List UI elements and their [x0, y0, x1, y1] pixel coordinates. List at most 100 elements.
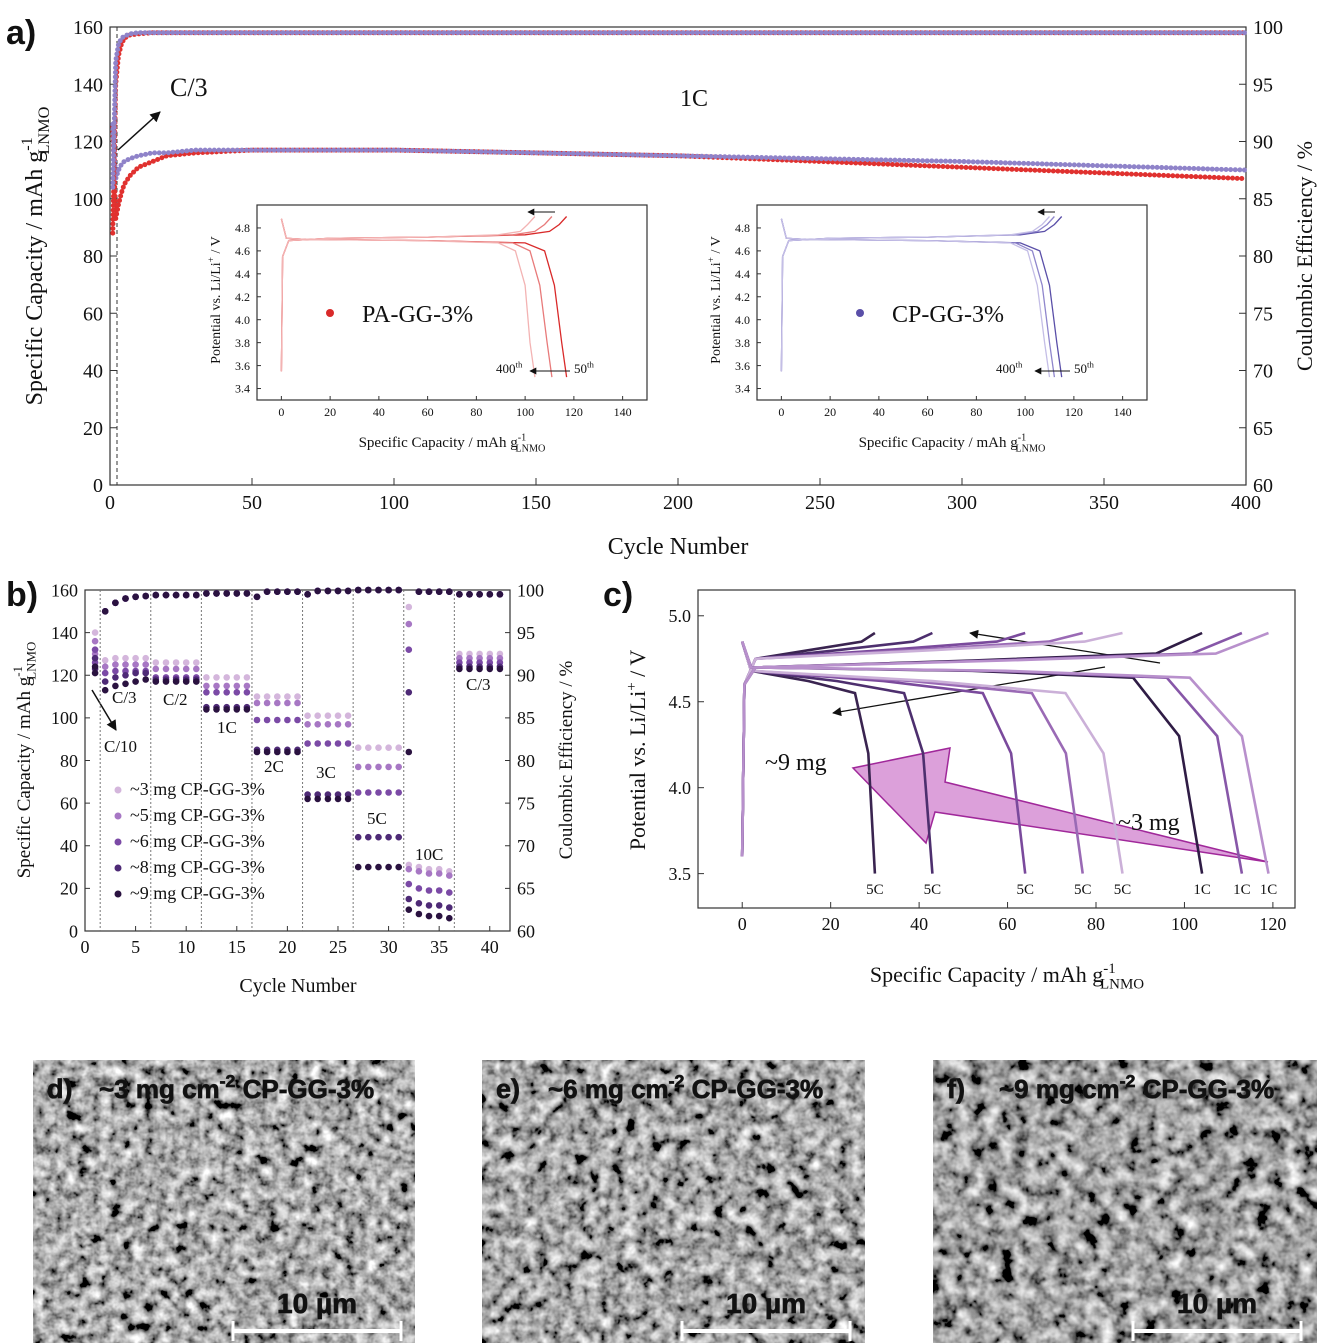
- capacity-point: [354, 833, 362, 841]
- y-tick-label: 3.6: [735, 359, 750, 373]
- capacity-point: [274, 716, 281, 724]
- capacity-point: [324, 795, 332, 803]
- curve-label: 1C: [1260, 882, 1278, 898]
- annotation: C/10: [104, 737, 137, 756]
- image-caption-text: ~3 mg cm: [99, 1074, 220, 1104]
- annotation: 2C: [264, 757, 284, 776]
- legend-label: PA-GG-3%: [362, 302, 473, 328]
- chart: 0 20 40 60 80 100 120 140 3.4 3.6 3.8 4.0 4.2 4.4 4.6 4…: [207, 204, 648, 455]
- y-tick-label: 140: [73, 74, 103, 96]
- efficiency-point: [91, 646, 99, 653]
- efficiency-point: [122, 595, 129, 602]
- capacity-point: [213, 689, 220, 696]
- capacity-point: [162, 678, 170, 685]
- x-axis-label: Cycle Number: [608, 534, 749, 560]
- capacity-point: [152, 678, 160, 685]
- panel-label: c): [603, 576, 633, 614]
- efficiency-point: [223, 590, 230, 597]
- efficiency-point: [193, 591, 200, 599]
- image-caption: ~6 mg cm-2 CP-GG-3%: [548, 1071, 823, 1104]
- legend-label: ~5 mg CP-GG-3%: [130, 805, 265, 825]
- x-tick-label: 0: [278, 405, 284, 419]
- y-tick-label: 40: [60, 836, 78, 856]
- capacity-point: [375, 763, 382, 771]
- capacity-point: [395, 744, 403, 751]
- y-tick-label: 4.8: [235, 221, 250, 235]
- capacity-point: [466, 665, 473, 673]
- efficiency-point: [365, 586, 372, 594]
- capacity-point: [274, 699, 281, 707]
- series-line: [780, 216, 1051, 378]
- efficiency-point: [314, 587, 322, 595]
- annotation: C/3: [112, 688, 137, 707]
- panel-label: b): [6, 576, 38, 614]
- y2-tick-label: 75: [1253, 303, 1273, 325]
- efficiency-point: [91, 629, 99, 636]
- capacity-point: [294, 693, 301, 700]
- capacity-point: [182, 659, 190, 666]
- efficiency-point: [405, 603, 413, 611]
- y-tick-label: 4.4: [235, 267, 250, 281]
- x-tick-label: 10: [177, 937, 195, 957]
- efficiency-point: [274, 588, 281, 595]
- capacity-point: [344, 740, 352, 747]
- capacity-point: [425, 902, 433, 909]
- annotation: 400th: [996, 360, 1023, 377]
- capacity-point: [132, 654, 139, 662]
- capacity-point: [375, 833, 382, 841]
- sem-image: e) ~6 mg cm-2 CP-GG-3% 10 µm: [482, 1060, 865, 1343]
- capacity-point: [314, 712, 322, 719]
- capacity-point: [182, 678, 190, 685]
- y-axis-label: Potential vs. Li/Li+ / V: [624, 650, 650, 851]
- annotation: ~9 mg: [765, 750, 827, 776]
- capacity-point: [253, 748, 261, 756]
- y2-tick-label: 65: [517, 879, 535, 899]
- x-axis-label-text: Specific Capacity / mAh g: [359, 435, 519, 451]
- y-tick-label: 160: [73, 17, 103, 39]
- capacity-point: [435, 902, 443, 909]
- y-tick-label: 4.6: [235, 244, 250, 258]
- capacity-point: [405, 865, 413, 873]
- capacity-point: [172, 659, 180, 666]
- capacity-point: [91, 669, 99, 677]
- plot-frame: [256, 204, 648, 401]
- legend-marker: [326, 309, 334, 317]
- annotation: 1C: [217, 718, 237, 737]
- capacity-point: [405, 895, 413, 903]
- y-axis-label-sub: LNMO: [34, 106, 53, 154]
- x-tick-label: 60: [422, 405, 434, 419]
- efficiency-point: [395, 586, 403, 594]
- y-axis-label: Potential vs. Li/Li+ / V: [207, 236, 224, 364]
- capacity-point: [375, 863, 382, 871]
- scale-label: 10 µm: [1177, 1288, 1257, 1319]
- capacity-point: [193, 678, 200, 685]
- legend-marker: [114, 838, 122, 846]
- sem-image: f) ~9 mg cm-2 CP-GG-3% 10 µm: [933, 1060, 1317, 1343]
- capacity-point: [263, 693, 271, 700]
- efficiency-point: [112, 599, 119, 607]
- y2-tick-label: 95: [1253, 74, 1273, 96]
- capacity-point: [142, 654, 149, 662]
- y-tick-label: 40: [83, 361, 103, 383]
- curve-label: 5C: [866, 882, 884, 898]
- capacity-point: [476, 665, 483, 673]
- capacity-point: [122, 654, 129, 662]
- x-tick-label: 150: [521, 492, 551, 514]
- efficiency-point: [476, 591, 483, 598]
- x-tick-label: 25: [329, 937, 347, 957]
- annotation: C/3: [466, 675, 491, 694]
- capacity-point: [415, 910, 423, 918]
- capacity-point: [263, 716, 271, 724]
- y2-tick-label: 85: [1253, 189, 1273, 211]
- y-tick-label: 4.4: [735, 267, 750, 281]
- capacity-point: [284, 748, 291, 756]
- y2-tick-label: 60: [517, 921, 535, 941]
- micrograph: [482, 1060, 865, 1343]
- capacity-point: [112, 654, 119, 662]
- curve-label: 5C: [1016, 882, 1034, 898]
- efficiency-point: [456, 591, 463, 598]
- series-line: [110, 124, 1249, 220]
- panel-label: e): [496, 1074, 520, 1104]
- efficiency-point: [304, 591, 311, 598]
- efficiency-point: [496, 591, 504, 598]
